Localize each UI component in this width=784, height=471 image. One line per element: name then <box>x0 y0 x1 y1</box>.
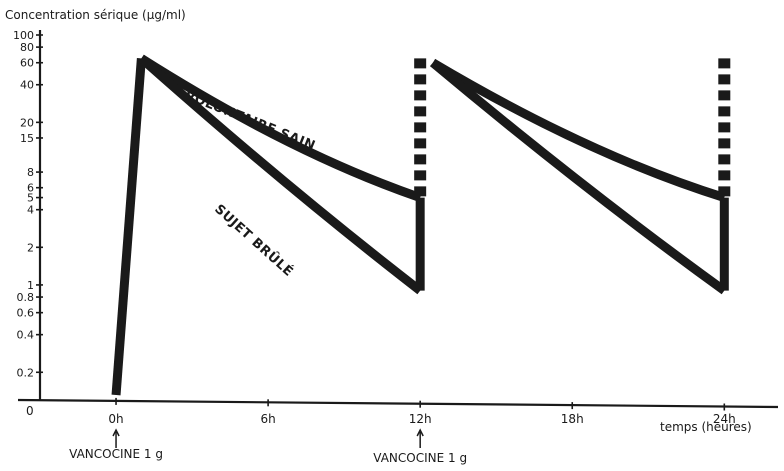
series-marks <box>111 54 731 396</box>
dose-arrow-head <box>416 428 424 437</box>
y-tick-label: 8 <box>27 166 34 179</box>
y-tick-label: 80 <box>20 41 34 54</box>
x-tick-label: 0h <box>108 412 123 426</box>
y-tick-label: 5 <box>27 192 34 205</box>
dose-annotation-label: VANCOCINE 1 g <box>69 447 163 461</box>
y-tick-label: 15 <box>20 132 34 145</box>
x-tick-label: 12h <box>409 412 432 426</box>
y-tick-label: 20 <box>20 116 34 129</box>
y-tick-label: 1 <box>27 279 34 292</box>
first-dose-rise <box>111 58 146 396</box>
y-tick-label: 40 <box>20 79 34 92</box>
x-tick-label: 24h <box>713 412 736 426</box>
y-tick-label: 0.2 <box>17 366 35 379</box>
series-label-sujet-brule: SUJET BRÛLÉ <box>211 201 296 280</box>
y-tick-label: 0.6 <box>17 307 35 320</box>
dose-annotation-label: VANCOCINE 1 g <box>373 451 467 465</box>
series-line-volontaire-sain-2 <box>430 58 726 202</box>
axes <box>17 30 779 409</box>
x-axis-line <box>17 398 779 409</box>
series-line-sujet-brule <box>138 55 423 295</box>
series-line-volontaire-sain <box>138 54 422 202</box>
y-tick-label: 0.4 <box>17 329 35 342</box>
x-axis-label: temps (heures) <box>660 420 752 434</box>
y-tick-label: 0.8 <box>17 291 35 304</box>
x-tick-label: 6h <box>260 412 275 426</box>
series-line-sujet-brule-2 <box>429 59 727 295</box>
y-tick-label: 60 <box>20 57 34 70</box>
series-label-volontaire-sain: VOLONTAIRE SAIN <box>183 88 318 154</box>
y-tick-label: 2 <box>27 241 34 254</box>
y-tick-label: 100 <box>13 29 34 42</box>
x-ticks: 0h 6h 12h 18h 24h <box>108 397 736 426</box>
x-tick-label: 18h <box>561 412 584 426</box>
y-tick-label: 6 <box>27 182 34 195</box>
origin-label: 0 <box>26 404 34 418</box>
y-tick-label: 4 <box>27 204 34 217</box>
chart-title: Concentration sérique (µg/ml) <box>5 8 186 22</box>
dose-arrow-head <box>112 428 120 437</box>
dose-annotations: VANCOCINE 1 g VANCOCINE 1 g <box>69 428 467 465</box>
